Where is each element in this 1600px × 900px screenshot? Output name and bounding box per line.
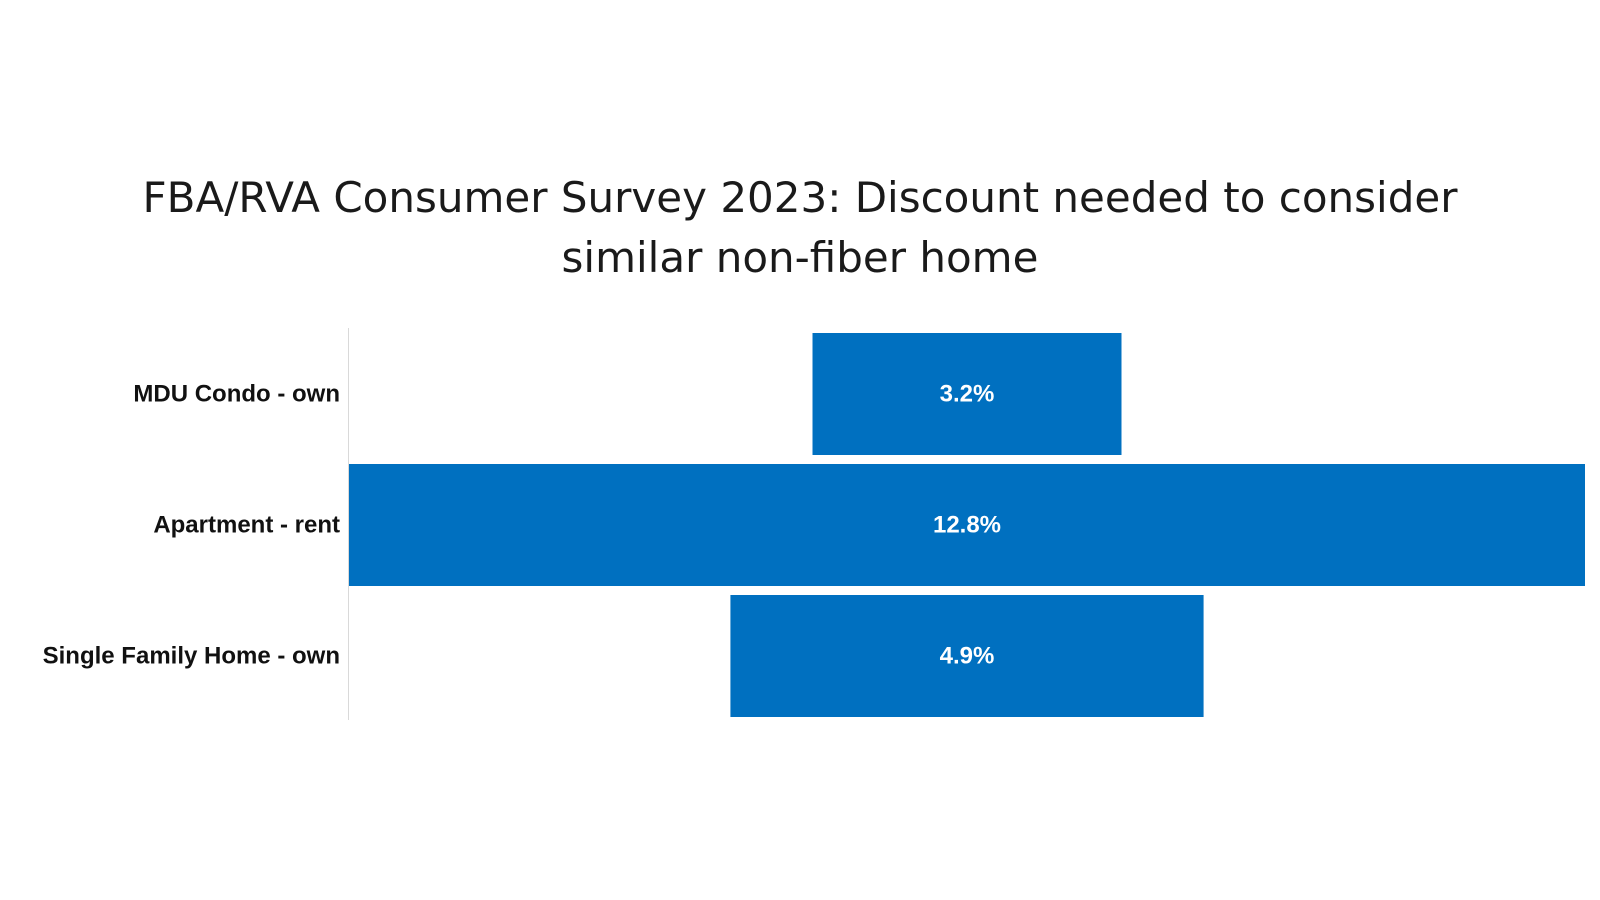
category-label-2: Single Family Home - own <box>43 643 340 670</box>
data-label-0: 3.2% <box>940 381 995 408</box>
category-label-0: MDU Condo - own <box>133 381 340 408</box>
category-label-1: Apartment - rent <box>153 512 340 539</box>
data-label-2: 4.9% <box>940 643 995 670</box>
data-label-1: 12.8% <box>933 512 1001 539</box>
bars-layer: 3.2% MDU Condo - own 12.8% Apartment - rent… <box>43 333 1585 717</box>
chart-title: FBA/RVA Consumer Survey 2023: Discount n… <box>142 173 1458 282</box>
bar-0 <box>812 333 1122 455</box>
bar-1 <box>349 464 1585 586</box>
bar-2 <box>730 595 1204 717</box>
